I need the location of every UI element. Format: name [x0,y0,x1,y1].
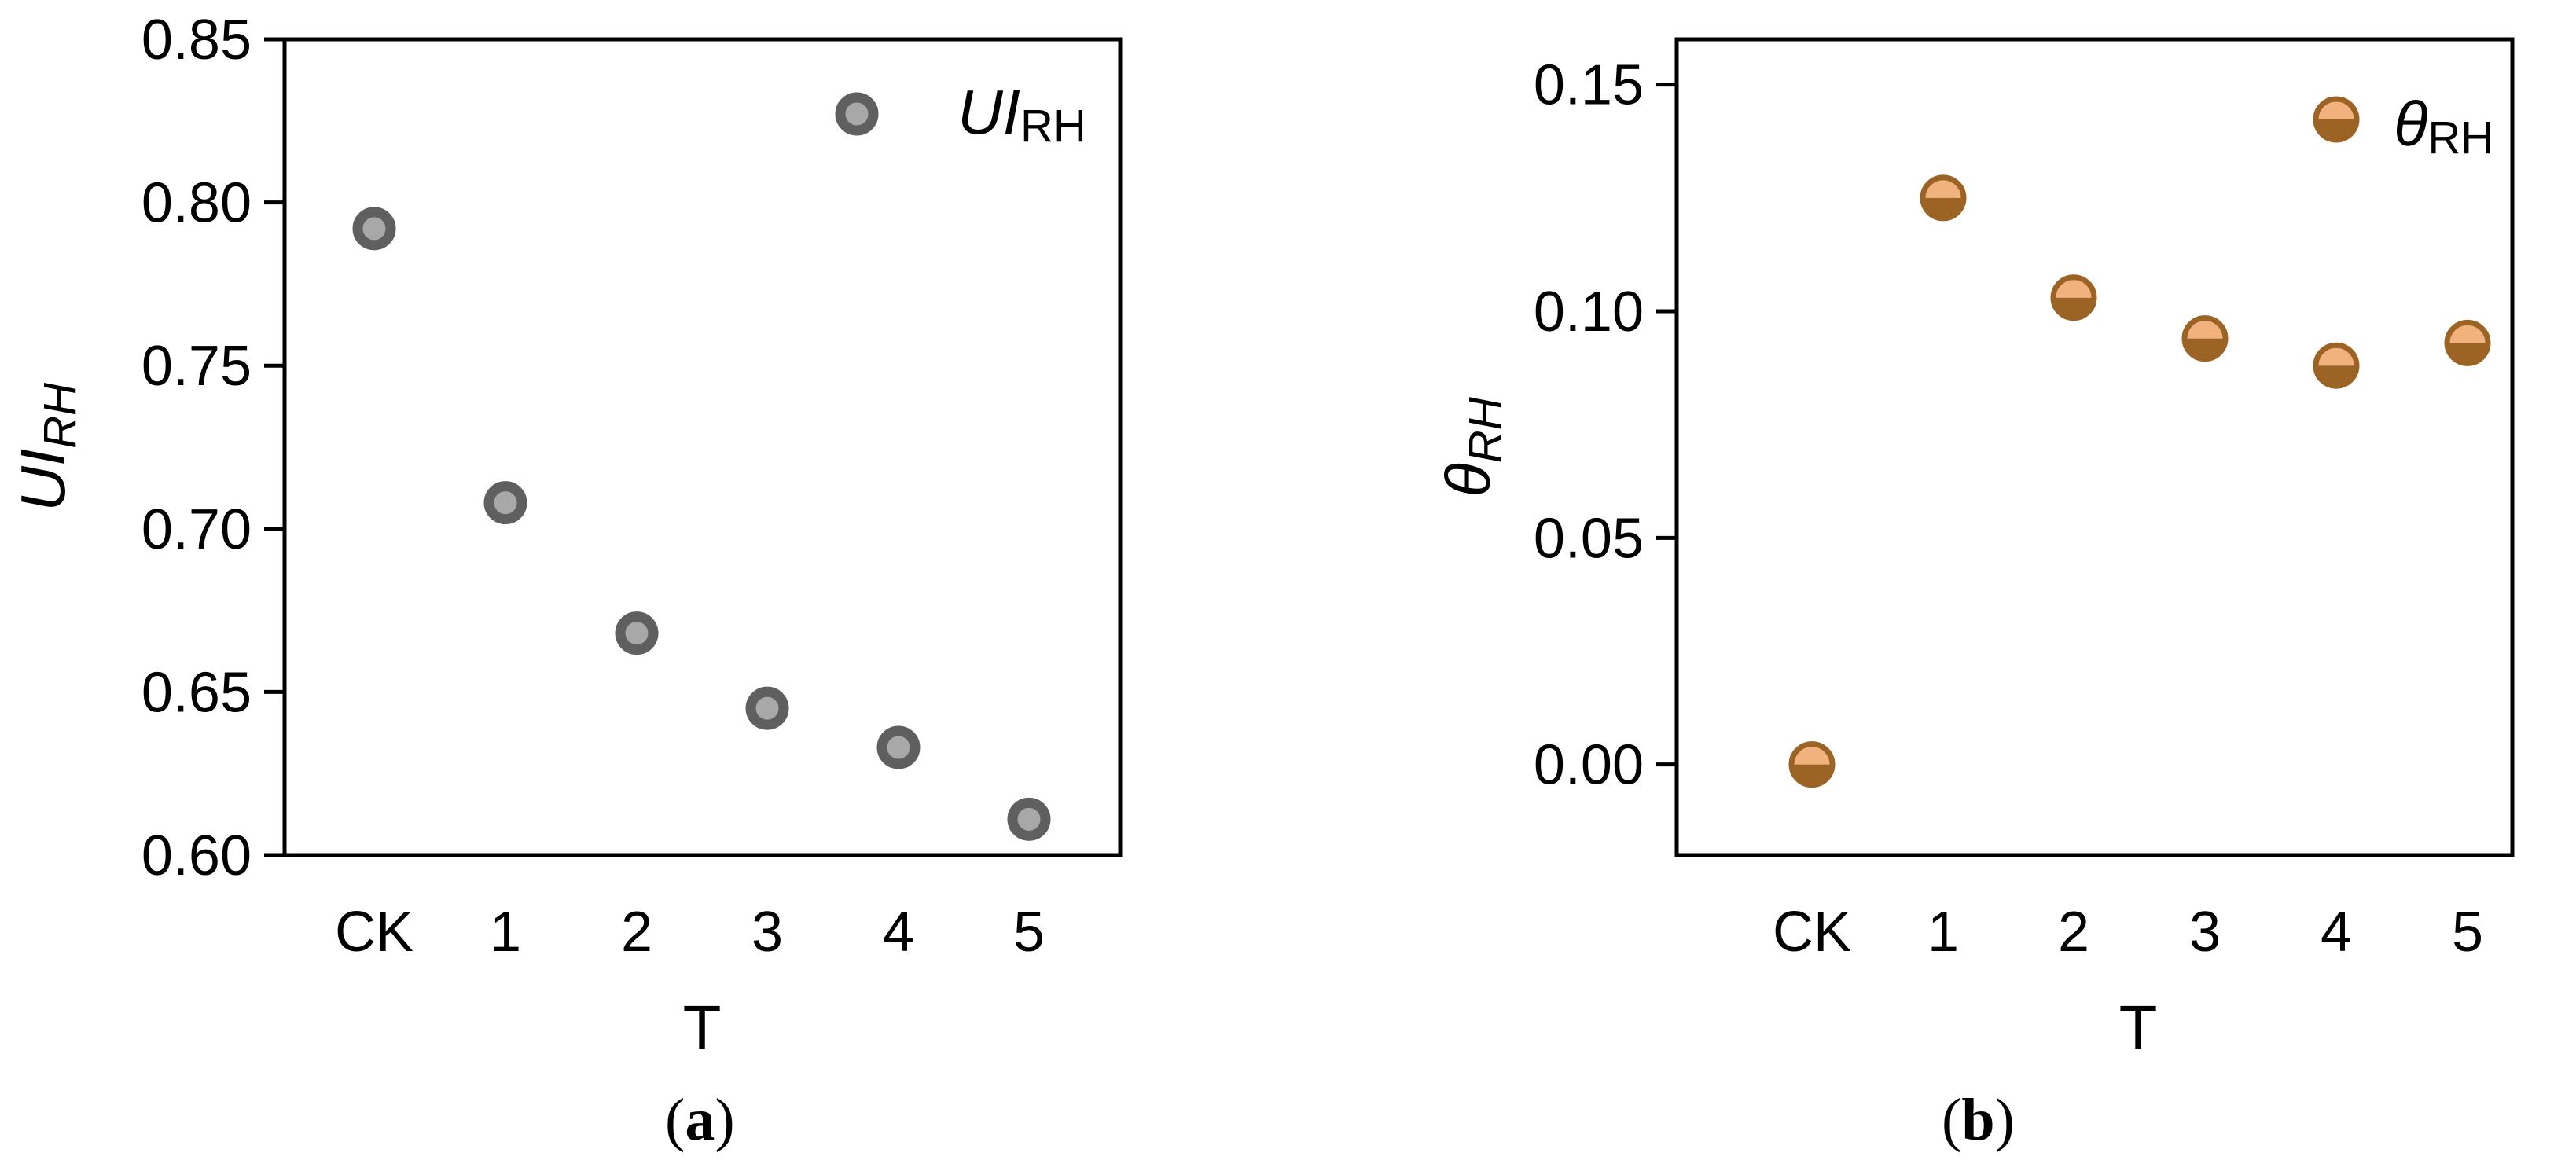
x-axis-title-a: T [683,993,722,1063]
y-tick-label: 0.15 [1534,54,1644,117]
y-tick-label: 0.00 [1534,734,1644,797]
x-ticks-b: CK 1 2 3 4 5 [1773,901,2483,964]
x-ticks-a: CK 1 2 3 4 5 [335,901,1045,964]
x-tick-label: CK [335,901,413,964]
data-point [615,611,659,655]
points-b [1788,174,2491,788]
y-tick-label: 0.05 [1534,507,1644,570]
x-tick-label: 4 [883,901,914,964]
data-point [745,686,789,730]
x-tick-label: 3 [2189,901,2221,964]
y-tick-label: 0.65 [141,661,252,724]
x-tick-label: 4 [2321,901,2352,964]
y-tick-label: 0.60 [141,824,252,887]
chart-a: 0.600.650.700.750.800.85 CK 1 2 3 4 5 UIRH T … [8,9,1123,1153]
x-tick-label: 3 [751,901,783,964]
legend-label-a: UIRH [957,77,1086,152]
data-point [1920,174,1967,222]
y-tick-label: 0.75 [141,335,252,398]
plot-frame-a [282,37,1123,857]
y-ticks-b: 0.00 0.05 0.10 0.15 [1534,54,1677,797]
x-tick-label: 2 [2058,901,2089,964]
data-point [2050,274,2097,321]
data-point [2444,319,2491,366]
data-point [1007,797,1051,841]
legend-a: UIRH [835,77,1086,152]
legend-label-b: θRH [2394,89,2493,163]
data-point [1788,741,1836,788]
data-point [876,725,921,769]
x-tick-label: 1 [1927,901,1959,964]
plot-frame-b [1674,37,2515,857]
y-axis-title-b: θRH [1433,397,1511,497]
y-ticks-a: 0.60 0.65 0.70 0.75 0.80 0.85 [141,9,285,887]
panel-label-b: (b) [1942,1087,2015,1153]
legend-marker-a [835,92,879,136]
data-point [483,481,527,525]
y-tick-label: 0.80 [141,172,252,235]
data-point [352,207,396,251]
x-tick-label: CK [1773,901,1851,964]
x-tick-label: 5 [1013,901,1045,964]
y-tick-label: 0.70 [141,498,252,561]
y-tick-label: 0.85 [141,9,252,72]
y-tick-label: 0.10 [1534,281,1644,343]
data-point [2181,315,2229,362]
legend-marker-b [2313,96,2360,143]
x-tick-label: 1 [490,901,521,964]
data-point [2313,342,2360,389]
x-axis-title-b: T [2119,993,2158,1063]
x-tick-label: 5 [2452,901,2483,964]
panel-label-a: (a) [665,1087,735,1153]
y-axis-title-a: UIRH [8,383,86,512]
points-a [352,207,1051,841]
x-tick-label: 2 [621,901,652,964]
chart-b: 0.00 0.05 0.10 0.15 CK 1 2 3 4 5 θRH T θRH (b) [1433,37,2515,1153]
legend-b: θRH [2313,89,2493,163]
